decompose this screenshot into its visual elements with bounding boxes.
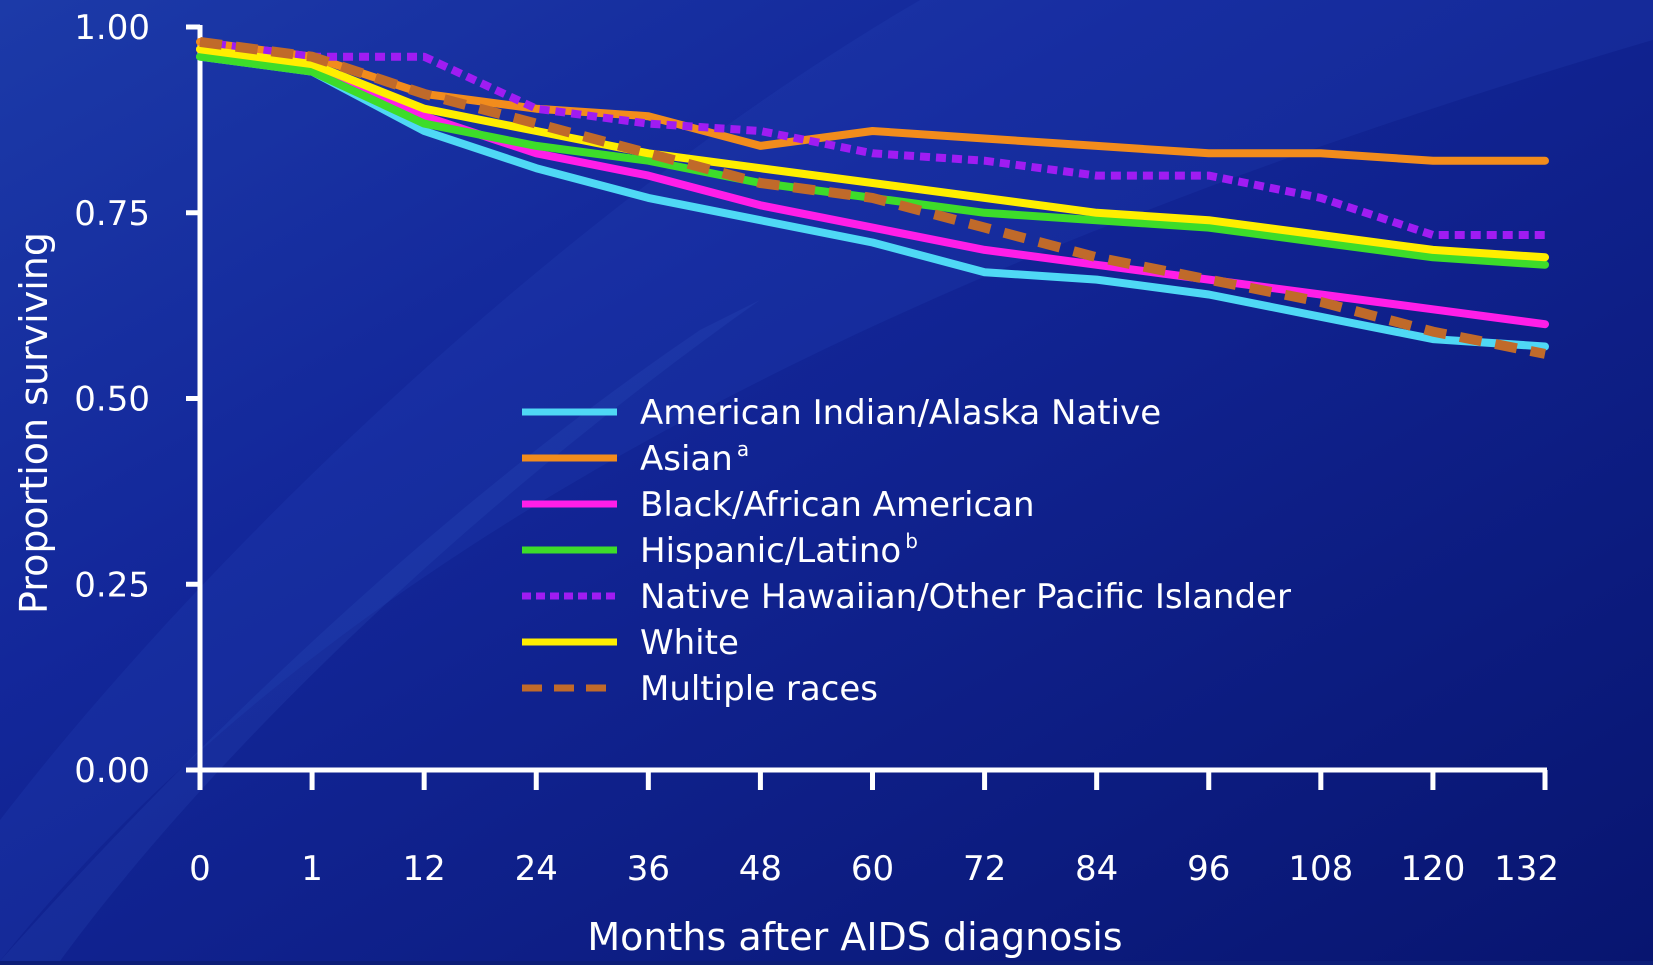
x-axis-label: Months after AIDS diagnosis — [587, 915, 1122, 959]
x-tick-label: 96 — [1187, 849, 1230, 889]
legend-label: Black/African American — [640, 485, 1035, 525]
y-axis-label: Proportion surviving — [12, 232, 56, 614]
x-tick-label: 132 — [1494, 849, 1559, 889]
x-tick-label: 108 — [1288, 849, 1353, 889]
series-line — [196, 45, 1549, 329]
y-tick-label: 0.00 — [74, 751, 150, 791]
series-line — [199, 37, 1545, 239]
series-layer — [196, 36, 1549, 359]
series-line — [199, 36, 1546, 359]
series-line — [196, 52, 1549, 351]
legend-label: White — [640, 623, 739, 663]
legend-label: Multiple races — [640, 669, 878, 709]
legend-superscript: b — [905, 529, 918, 553]
x-tick-label: 72 — [963, 849, 1006, 889]
legend-label: Native Hawaiian/Other Pacific Islander — [640, 577, 1291, 617]
legend-label: Hispanic/Latino b — [640, 529, 918, 571]
x-tick-label: 12 — [403, 849, 446, 889]
legend-superscript: a — [737, 437, 749, 461]
x-tick-label: 48 — [739, 849, 782, 889]
x-tick-label: 24 — [515, 849, 558, 889]
x-tick-label: 84 — [1075, 849, 1118, 889]
y-tick-label: 0.50 — [74, 380, 150, 420]
y-tick-label: 0.75 — [74, 194, 150, 234]
background-swoosh-2 — [0, 300, 760, 961]
x-tick-label: 0 — [189, 849, 211, 889]
series-line — [196, 45, 1549, 262]
legend-label: Asian a — [640, 437, 749, 479]
x-tick-label: 120 — [1400, 849, 1465, 889]
legend-label: American Indian/Alaska Native — [640, 393, 1161, 433]
y-tick-label: 0.25 — [74, 565, 150, 605]
y-tick-label: 1.00 — [74, 8, 150, 48]
axes: 0.00 0.25 0.50 0.75 1.00 0 1 12 24 36 48 60 72 84 96 10… — [74, 8, 1559, 889]
x-tick-label: 60 — [851, 849, 894, 889]
x-tick-label: 36 — [627, 849, 670, 889]
x-tick-label: 1 — [301, 849, 323, 889]
